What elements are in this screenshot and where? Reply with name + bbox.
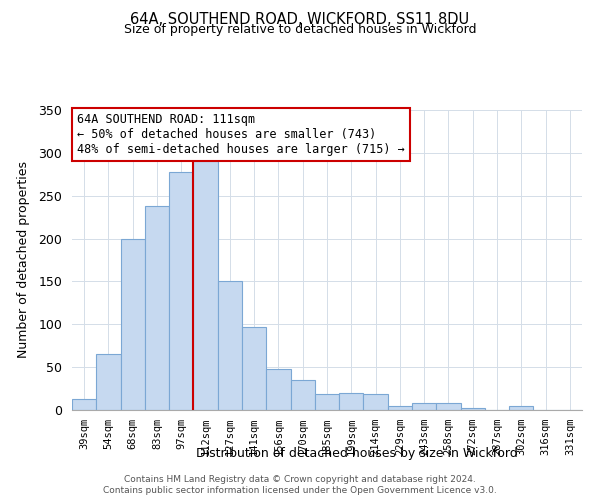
Bar	[96, 354, 121, 410]
Bar	[72, 399, 96, 410]
Bar	[290, 380, 315, 410]
Bar	[436, 403, 461, 410]
Text: Contains public sector information licensed under the Open Government Licence v3: Contains public sector information licen…	[103, 486, 497, 495]
Text: Size of property relative to detached houses in Wickford: Size of property relative to detached ho…	[124, 22, 476, 36]
Text: Contains HM Land Registry data © Crown copyright and database right 2024.: Contains HM Land Registry data © Crown c…	[124, 475, 476, 484]
Bar	[461, 408, 485, 410]
Bar	[193, 160, 218, 410]
Bar	[145, 206, 169, 410]
Text: 64A, SOUTHEND ROAD, WICKFORD, SS11 8DU: 64A, SOUTHEND ROAD, WICKFORD, SS11 8DU	[130, 12, 470, 28]
Text: Distribution of detached houses by size in Wickford: Distribution of detached houses by size …	[196, 448, 518, 460]
Bar	[315, 394, 339, 410]
Bar	[121, 238, 145, 410]
Bar	[388, 406, 412, 410]
Bar	[364, 394, 388, 410]
Bar	[218, 282, 242, 410]
Y-axis label: Number of detached properties: Number of detached properties	[17, 162, 30, 358]
Text: 64A SOUTHEND ROAD: 111sqm
← 50% of detached houses are smaller (743)
48% of semi: 64A SOUTHEND ROAD: 111sqm ← 50% of detac…	[77, 113, 405, 156]
Bar	[509, 406, 533, 410]
Bar	[242, 327, 266, 410]
Bar	[339, 393, 364, 410]
Bar	[266, 369, 290, 410]
Bar	[169, 172, 193, 410]
Bar	[412, 403, 436, 410]
